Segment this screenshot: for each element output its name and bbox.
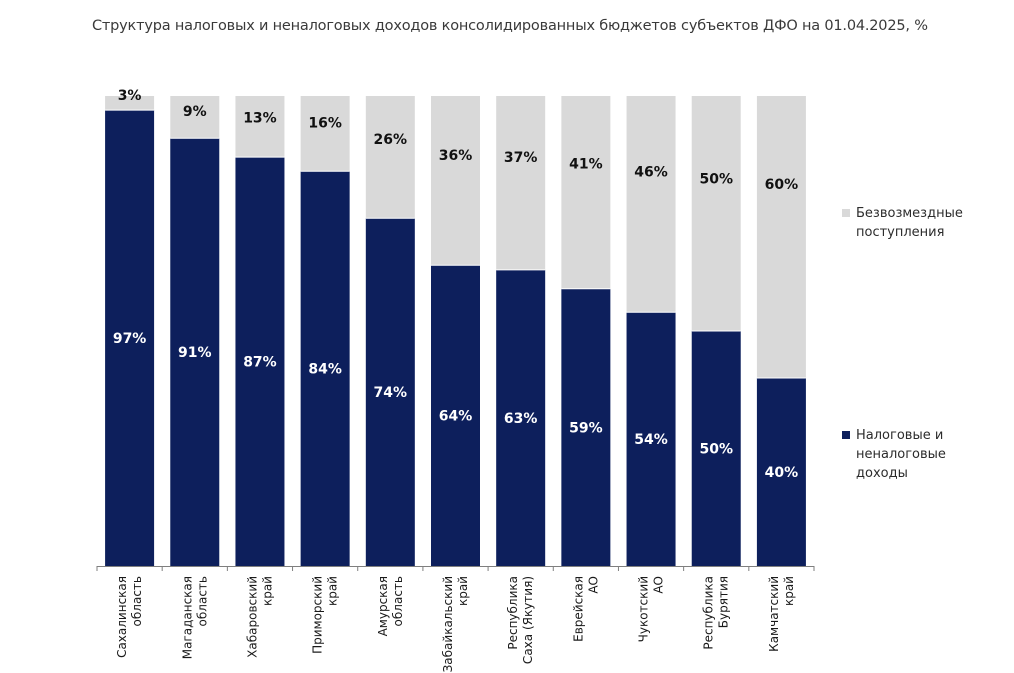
x-tick-label-line: Магаданская — [180, 576, 194, 659]
x-tick-label: ЕврейскаяАО — [571, 576, 600, 642]
bar-grants — [170, 96, 220, 139]
x-tick-label-line: Сахалинская — [115, 576, 129, 658]
data-label-tax-revenue: 87% — [243, 355, 277, 371]
x-tick-label: РеспубликаБурятия — [702, 576, 731, 650]
data-label-tax-revenue: 84% — [308, 362, 342, 378]
legend-label-tax-revenue: Налоговые и неналоговые доходы — [856, 428, 946, 481]
legend-swatch-grants — [842, 209, 850, 217]
data-label-tax-revenue: 40% — [765, 465, 799, 481]
x-tick-label-line: Саха (Якутия) — [521, 576, 535, 664]
bar-tax-revenue — [300, 171, 350, 566]
bar-tax-revenue — [235, 157, 285, 566]
bar-tax-revenue — [626, 312, 676, 566]
x-tick-label-line: край — [326, 576, 340, 606]
data-label-tax-revenue: 50% — [699, 442, 733, 458]
legend-swatch-tax-revenue — [842, 431, 850, 439]
x-tick-label-line: Еврейская — [571, 576, 585, 642]
legend-item-grants: Безвозмездные поступления — [842, 204, 971, 242]
x-tick-label: Камчатскийкрай — [767, 576, 796, 652]
data-label-tax-revenue: 63% — [504, 411, 538, 427]
bar-tax-revenue — [691, 331, 741, 566]
x-tick-label: Хабаровскийкрай — [245, 576, 274, 658]
x-tick-label-line: край — [260, 576, 274, 606]
data-label-grants: 41% — [569, 156, 603, 172]
bar-grants — [626, 96, 676, 313]
x-tick-label-line: Республика — [702, 576, 716, 650]
x-tick-label: РеспубликаСаха (Якутия) — [506, 576, 535, 664]
x-tick-label: Приморскийкрай — [311, 576, 340, 654]
data-label-tax-revenue: 59% — [569, 420, 603, 436]
data-label-grants: 3% — [118, 88, 142, 104]
x-tick-label: Магаданскаяобласть — [180, 576, 209, 659]
bar-tax-revenue — [170, 138, 220, 567]
bar-tax-revenue — [496, 269, 546, 566]
bar-tax-revenue — [431, 265, 480, 566]
data-label-tax-revenue: 91% — [178, 345, 212, 361]
x-tick-label: Забайкальскийкрай — [441, 576, 470, 672]
legend-item-tax-revenue: Налоговые и неналоговые доходы — [842, 426, 971, 483]
x-tick-label: ЧукотскийАО — [637, 576, 666, 642]
x-tick-label-line: Амурская — [376, 576, 390, 636]
bar-tax-revenue — [756, 378, 806, 566]
bar-grants — [496, 96, 546, 270]
data-label-grants: 13% — [243, 110, 277, 126]
data-label-grants: 26% — [374, 132, 408, 148]
x-tick-label-line: Камчатский — [767, 576, 781, 652]
data-label-grants: 46% — [634, 165, 668, 181]
x-tick-label-line: АО — [652, 576, 666, 594]
x-tick-label-line: область — [391, 576, 405, 626]
data-label-tax-revenue: 97% — [113, 331, 147, 347]
bar-grants — [431, 96, 480, 266]
x-tick-label-line: Хабаровский — [245, 576, 259, 658]
x-tick-label-line: область — [195, 576, 209, 626]
data-label-tax-revenue: 54% — [634, 432, 668, 448]
x-tick-label-line: Приморский — [311, 576, 325, 654]
data-label-grants: 16% — [308, 115, 342, 131]
bar-grants — [235, 96, 285, 158]
x-tick-label-line: край — [456, 576, 470, 606]
x-tick-label-line: Чукотский — [637, 576, 651, 642]
bar-grants — [365, 96, 415, 219]
bar-grants — [300, 96, 350, 172]
x-tick-label-line: область — [130, 576, 144, 626]
x-tick-label: Сахалинскаяобласть — [115, 576, 144, 658]
x-tick-label-line: АО — [586, 576, 600, 594]
x-tick-label-line: край — [782, 576, 796, 606]
data-label-grants: 37% — [504, 150, 538, 166]
data-label-grants: 50% — [699, 171, 733, 187]
x-tick-label-line: Республика — [506, 576, 520, 650]
data-label-tax-revenue: 74% — [374, 385, 408, 401]
data-label-grants: 60% — [765, 177, 799, 193]
bar-tax-revenue — [365, 218, 415, 566]
chart-title: Структура налоговых и неналоговых доходо… — [92, 18, 928, 34]
bar-tax-revenue — [105, 110, 155, 566]
data-label-grants: 36% — [439, 148, 473, 164]
x-tick-label-line: Бурятия — [717, 576, 731, 628]
bar-tax-revenue — [561, 288, 611, 566]
bar-grants — [105, 96, 155, 111]
bar-grants — [756, 96, 806, 378]
x-tick-label: Амурскаяобласть — [376, 576, 405, 636]
bar-grants — [691, 96, 741, 331]
bar-grants — [561, 96, 611, 289]
legend-label-grants: Безвозмездные поступления — [856, 206, 963, 240]
x-tick-label-line: Забайкальский — [441, 576, 455, 672]
data-label-grants: 9% — [183, 104, 207, 120]
data-label-tax-revenue: 64% — [439, 409, 473, 425]
